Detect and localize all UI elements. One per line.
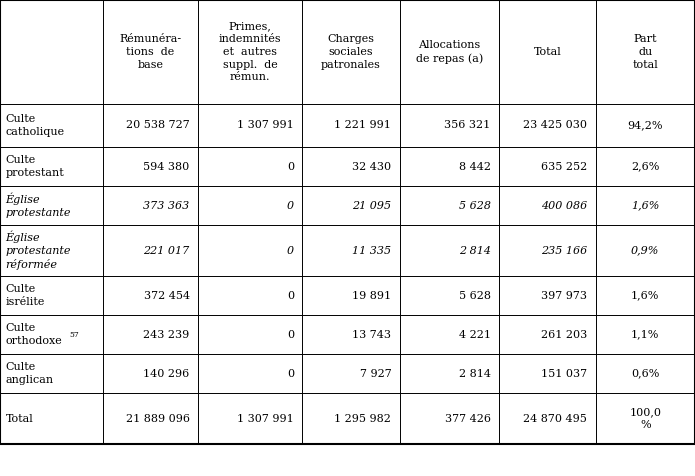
Text: Église
protestante
réformée: Église protestante réformée	[6, 231, 71, 270]
Text: 19 891: 19 891	[352, 290, 391, 301]
Text: 5 628: 5 628	[459, 200, 491, 211]
Text: Primes,
indemnités
et  autres
suppl.  de
rémun.: Primes, indemnités et autres suppl. de r…	[219, 21, 281, 82]
Text: 13 743: 13 743	[352, 329, 391, 340]
Text: 21 095: 21 095	[352, 200, 391, 211]
Text: 7 927: 7 927	[359, 368, 391, 379]
Text: 2,6%: 2,6%	[631, 161, 660, 172]
Text: 57: 57	[70, 331, 79, 338]
Text: 235 166: 235 166	[541, 246, 587, 256]
Text: 243 239: 243 239	[143, 329, 190, 340]
Text: 4 221: 4 221	[459, 329, 491, 340]
Text: 0,9%: 0,9%	[631, 246, 660, 256]
Text: Culte
orthodoxe: Culte orthodoxe	[6, 323, 63, 346]
Text: 397 973: 397 973	[541, 290, 587, 301]
Text: 5 628: 5 628	[459, 290, 491, 301]
Text: 373 363: 373 363	[143, 200, 190, 211]
Text: 140 296: 140 296	[143, 368, 190, 379]
Text: 21 889 096: 21 889 096	[126, 414, 190, 424]
Text: 1,6%: 1,6%	[631, 200, 660, 211]
Text: 24 870 495: 24 870 495	[523, 414, 587, 424]
Text: Charges
sociales
patronales: Charges sociales patronales	[321, 34, 381, 69]
Text: 11 335: 11 335	[352, 246, 391, 256]
Text: 594 380: 594 380	[143, 161, 190, 172]
Text: Allocations
de repas (a): Allocations de repas (a)	[416, 40, 483, 64]
Text: 0: 0	[287, 246, 294, 256]
Text: 635 252: 635 252	[541, 161, 587, 172]
Text: Culte
catholique: Culte catholique	[6, 114, 65, 137]
Text: 1,1%: 1,1%	[631, 329, 660, 340]
Text: Total: Total	[534, 47, 561, 57]
Text: 0: 0	[287, 290, 294, 301]
Text: 94,2%: 94,2%	[628, 120, 663, 130]
Text: 221 017: 221 017	[143, 246, 190, 256]
Text: 1,6%: 1,6%	[631, 290, 660, 301]
Text: 356 321: 356 321	[444, 120, 491, 130]
Text: 1 307 991: 1 307 991	[237, 414, 294, 424]
Text: Église
protestante: Église protestante	[6, 193, 71, 218]
Text: 23 425 030: 23 425 030	[523, 120, 587, 130]
Text: 151 037: 151 037	[541, 368, 587, 379]
Text: 2 814: 2 814	[459, 368, 491, 379]
Text: 377 426: 377 426	[445, 414, 491, 424]
Text: Culte
anglican: Culte anglican	[6, 362, 54, 385]
Text: 1 307 991: 1 307 991	[237, 120, 294, 130]
Text: 1 295 982: 1 295 982	[334, 414, 391, 424]
Text: 2 814: 2 814	[459, 246, 491, 256]
Text: Rémunéra-
tions  de
base: Rémunéra- tions de base	[120, 34, 181, 69]
Text: Part
du
total: Part du total	[632, 34, 658, 69]
Text: Total: Total	[6, 414, 33, 424]
Text: 0: 0	[287, 200, 294, 211]
Text: 100,0
%: 100,0 %	[629, 407, 662, 430]
Text: 1 221 991: 1 221 991	[334, 120, 391, 130]
Text: 0: 0	[287, 368, 294, 379]
Text: 261 203: 261 203	[541, 329, 587, 340]
Text: 32 430: 32 430	[352, 161, 391, 172]
Text: Culte
isrélite: Culte isrélite	[6, 284, 45, 307]
Text: 20 538 727: 20 538 727	[126, 120, 190, 130]
Text: 0: 0	[287, 329, 294, 340]
Text: Culte
protestant: Culte protestant	[6, 155, 65, 178]
Text: 372 454: 372 454	[144, 290, 190, 301]
Text: 400 086: 400 086	[541, 200, 587, 211]
Text: 0: 0	[287, 161, 294, 172]
Text: 8 442: 8 442	[459, 161, 491, 172]
Text: 0,6%: 0,6%	[631, 368, 660, 379]
